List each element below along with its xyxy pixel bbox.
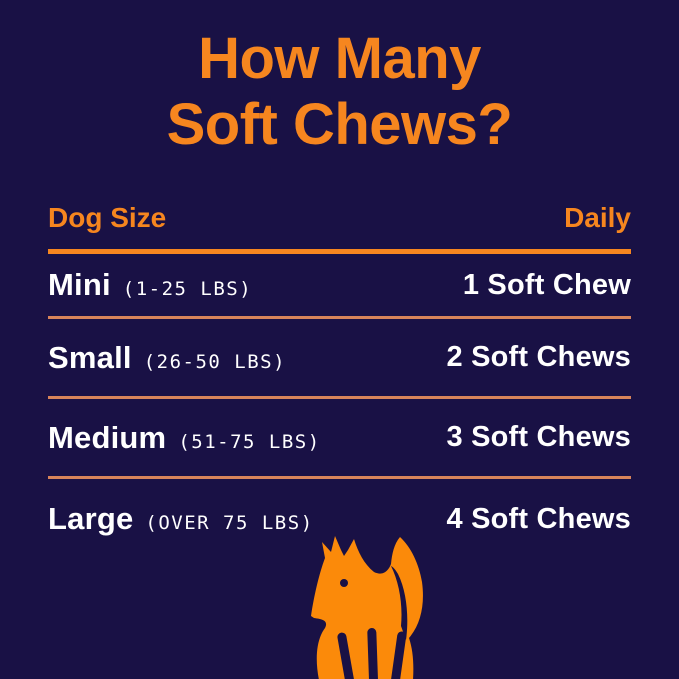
daily-dose-value: 1 Soft Chew xyxy=(462,268,631,301)
page-title: How Many Soft Chews? xyxy=(48,26,631,158)
table-row-medium: Medium (51-75 LBS) 3 Soft Chews xyxy=(48,399,631,479)
weight-range-label: (1-25 LBS) xyxy=(122,278,253,300)
dog-size-label: Mini xyxy=(48,267,111,302)
dosage-table: Dog Size Daily Mini (1-25 LBS) 1 Soft Ch… xyxy=(48,158,631,559)
weight-range-label: (51-75 LBS) xyxy=(178,430,321,453)
daily-dose-value: 2 Soft Chews xyxy=(446,341,631,373)
daily-dose-value: 4 Soft Chews xyxy=(446,502,631,535)
dog-size-label: Large xyxy=(48,501,134,536)
table-row-large: Large (OVER 75 LBS) 4 Soft Chews xyxy=(48,479,631,559)
table-row-small: Small (26-50 LBS) 2 Soft Chews xyxy=(48,319,631,399)
dog-eye xyxy=(340,579,348,587)
table-header-row: Dog Size Daily xyxy=(48,158,631,254)
dog-size-cell: Small (26-50 LBS) xyxy=(48,340,286,376)
table-row-mini: Mini (1-25 LBS) 1 Soft Chew xyxy=(48,254,631,319)
daily-dose-value: 3 Soft Chews xyxy=(446,421,631,453)
dog-size-label: Small xyxy=(48,339,132,375)
dog-size-label: Medium xyxy=(48,419,167,455)
weight-range-label: (OVER 75 LBS) xyxy=(145,512,314,534)
weight-range-label: (26-50 LBS) xyxy=(143,350,287,373)
dog-size-cell: Mini (1-25 LBS) xyxy=(48,267,252,303)
column-header-dog-size: Dog Size xyxy=(48,202,167,233)
dog-size-cell: Medium (51-75 LBS) xyxy=(48,420,321,456)
title-line-1: How Many xyxy=(198,26,481,91)
column-header-daily: Daily xyxy=(564,202,631,233)
title-line-2: Soft Chews? xyxy=(166,92,513,157)
dog-size-cell: Large (OVER 75 LBS) xyxy=(48,501,314,537)
